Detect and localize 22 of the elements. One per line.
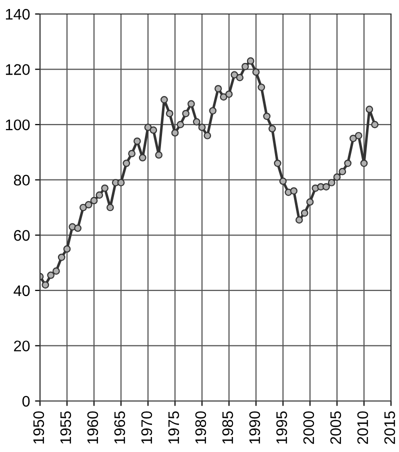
x-tick-label: 2010: [357, 411, 368, 444]
y-tick-label: 120: [6, 64, 30, 75]
x-tick-label: 2005: [330, 411, 342, 444]
y-tick-label: 100: [6, 119, 30, 130]
x-tick-label: 1955: [60, 411, 72, 444]
y-tick-label: 40: [14, 285, 30, 296]
x-tick-label: 1980: [195, 411, 206, 444]
x-tick-label: 1970: [141, 411, 152, 444]
x-tick-label: 1985: [222, 411, 234, 444]
x-tick-label: 2015: [384, 411, 396, 444]
x-tick-label: 1995: [276, 411, 288, 444]
x-tick-label: 1965: [114, 411, 126, 444]
x-tick-label: 2000: [303, 411, 314, 444]
y-tick-label: 60: [14, 230, 30, 241]
y-tick-label: 80: [14, 174, 30, 186]
x-tick-label: 1960: [87, 411, 98, 444]
y-tick-label: 20: [14, 340, 30, 352]
x-tick-label: 1975: [168, 411, 180, 444]
y-tick-label: 140: [6, 8, 30, 20]
y-tick-label: 0: [22, 396, 30, 407]
x-tick-label: 1950: [33, 411, 44, 444]
x-tick-label: 1990: [249, 411, 260, 444]
